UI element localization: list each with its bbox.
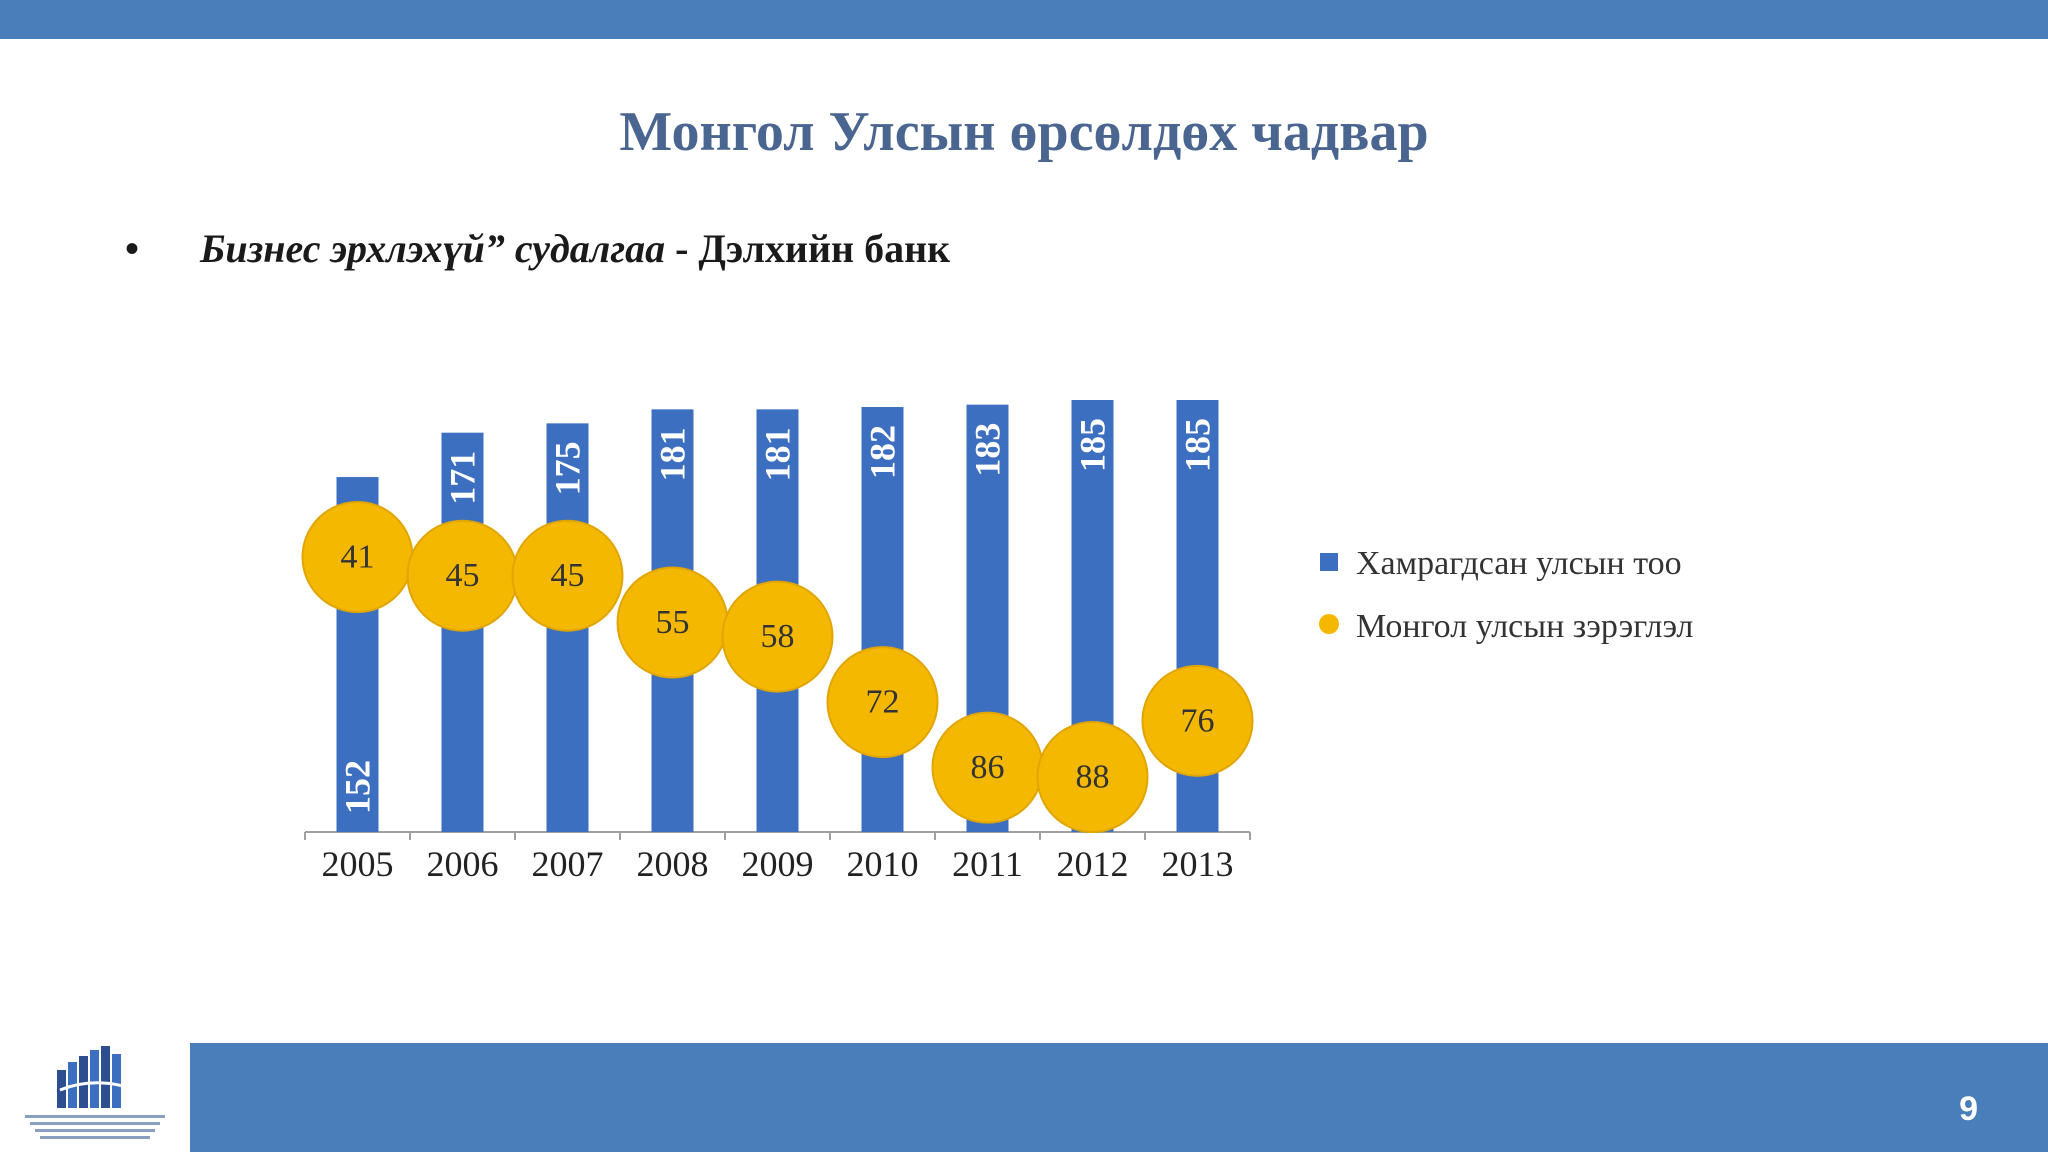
subtitle-italic: Бизнес эрхлэхүй” судалгаа: [200, 226, 666, 271]
rank-marker-2010: [826, 646, 939, 759]
rank-marker-2012: [1036, 721, 1149, 833]
rank-marker-2007: [511, 519, 624, 632]
marker-value-label: 41: [341, 539, 375, 576]
x-tick-label: 2006: [427, 844, 499, 884]
marker-value-label: 76: [1181, 702, 1215, 739]
legend-label-bar: Хамрагдсан улсын тоо: [1356, 545, 1682, 582]
bar-2010: [861, 407, 904, 832]
x-tick-label: 2007: [532, 844, 604, 884]
marker-value-label: 45: [446, 557, 480, 594]
rank-marker-2009: [721, 580, 834, 693]
bar-value-label: 183: [968, 423, 1008, 477]
marker-value-label: 86: [971, 749, 1005, 786]
header-bar: [0, 0, 2048, 39]
footer-bar: [190, 1043, 2048, 1152]
marker-value-label: 55: [656, 604, 690, 641]
subtitle: • Бизнес эрхлэхүй” судалгаа - Дэлхийн бан…: [125, 225, 950, 272]
bullet-mark: •: [125, 226, 140, 271]
x-tick-label: 2013: [1162, 844, 1234, 884]
page-title: Монгол Улсын өрсөлдөх чадвар: [619, 101, 1429, 163]
organization-logo: [25, 1046, 165, 1139]
bar-value-label: 185: [1178, 418, 1218, 472]
marker-value-label: 45: [551, 557, 585, 594]
bar-value-label: 152: [338, 760, 378, 814]
x-tick-label: 2012: [1057, 844, 1129, 884]
bar-value-label: 175: [548, 441, 588, 495]
x-tick-label: 2011: [952, 844, 1023, 884]
subtitle-source: - Дэлхийн банк: [665, 226, 951, 271]
page-number: 9: [1959, 1090, 1978, 1128]
bar-value-label: 185: [1073, 418, 1113, 472]
bar-value-label: 181: [758, 427, 798, 481]
bar-value-label: 182: [863, 425, 903, 479]
marker-value-label: 72: [866, 684, 900, 721]
bar-value-label: 171: [443, 451, 483, 505]
bar-2006: [441, 432, 484, 832]
legend-marker-swatch: [1319, 614, 1339, 634]
marker-value-label: 58: [761, 618, 795, 655]
bar-value-label: 181: [653, 427, 693, 481]
x-tick-label: 2010: [847, 844, 919, 884]
legend-label-marker: Монгол улсын зэрэглэл: [1356, 608, 1693, 645]
x-tick-label: 2008: [637, 844, 709, 884]
x-tick-label: 2005: [322, 844, 394, 884]
rank-marker-2013: [1141, 664, 1254, 777]
marker-value-label: 88: [1076, 759, 1110, 796]
bar-chart: 152 2005 171 2006 175 2007 181 2008 181 2009 182 20…: [301, 400, 1693, 884]
legend-bar-swatch: [1320, 553, 1338, 571]
x-tick-label: 2009: [742, 844, 814, 884]
